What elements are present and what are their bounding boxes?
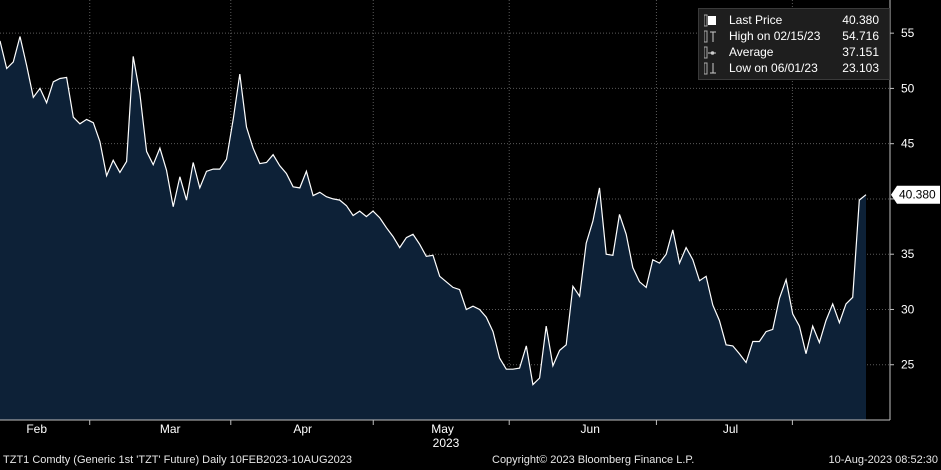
- footer-bar: TZT1 Comdty (Generic 1st 'TZT' Future) D…: [0, 452, 941, 470]
- legend-label: Average: [729, 45, 774, 59]
- timestamp-text: 10-Aug-2023 08:52:30: [828, 454, 938, 466]
- security-description: TZT1 Comdty (Generic 1st 'TZT' Future) D…: [3, 454, 352, 466]
- average-marker-icon: [703, 46, 716, 59]
- legend-label: Low on 06/01/23: [729, 61, 818, 75]
- x-tick-label: Feb: [26, 422, 47, 436]
- legend-label: Last Price: [729, 13, 783, 27]
- low-marker-icon: [703, 62, 716, 75]
- y-tick-label: 30: [901, 302, 915, 316]
- legend-value: 40.380: [842, 13, 879, 27]
- legend-value: 37.151: [842, 45, 879, 59]
- legend-row-average: Average 37.151: [699, 45, 885, 60]
- legend-value: 54.716: [842, 29, 879, 43]
- y-tick-label: 55: [901, 26, 915, 40]
- high-marker-icon: [703, 30, 716, 43]
- legend-row-low: Low on 06/01/23 23.103: [699, 61, 885, 76]
- x-tick-label: Jul: [723, 422, 738, 436]
- x-tick-label: Apr: [293, 422, 312, 436]
- legend-label: High on 02/15/23: [729, 29, 821, 43]
- last-value-tag-shape: [891, 185, 940, 204]
- legend-value: 23.103: [842, 61, 879, 75]
- price-area: [0, 36, 866, 420]
- legend-box: Last Price 40.380 High on 02/15/23 54.71…: [698, 8, 890, 80]
- price-line: [0, 36, 867, 386]
- y-tick-label: 45: [901, 137, 915, 151]
- legend-row-high: High on 02/15/23 54.716: [699, 29, 885, 44]
- year-label: 2023: [433, 436, 460, 450]
- y-tick-label: 35: [901, 247, 915, 261]
- x-tick-label: May: [431, 422, 454, 436]
- copyright-text: Copyright© 2023 Bloomberg Finance L.P.: [492, 454, 695, 466]
- legend-row-last-price: Last Price 40.380: [699, 13, 885, 28]
- y-tick-label: 25: [901, 358, 915, 372]
- square-icon: [703, 14, 716, 27]
- x-tick-label: Jun: [581, 422, 600, 436]
- last-value-tag: 40.380: [891, 185, 940, 204]
- x-tick-label: Mar: [160, 422, 181, 436]
- y-tick-label: 50: [901, 81, 915, 95]
- last-value-tag-label: 40.380: [899, 188, 936, 202]
- x-axis-ticks: Feb Mar Apr May Jun Jul: [26, 420, 793, 436]
